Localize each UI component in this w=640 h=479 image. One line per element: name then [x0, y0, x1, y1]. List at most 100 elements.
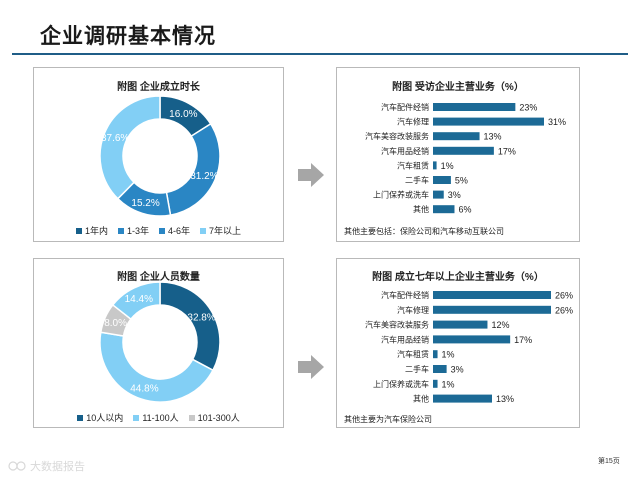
bar-value-label: 31%	[548, 117, 566, 127]
bar-category-label: 二手车	[405, 175, 429, 185]
legend-label: 10人以内	[86, 413, 124, 423]
seven-year-business-chart-title: 附图 成立七年以上企业主营业务（%）	[372, 272, 544, 283]
slice-label: 31.2%	[190, 171, 218, 182]
panel-staff: 附图 企业人员数量 32.8% 44.8% 8.0% 14.4% 10人以内 11-10…	[33, 258, 284, 428]
legend-item: 10人以内	[77, 411, 123, 424]
slice-label: 8.0%	[104, 318, 127, 329]
legend-label: 7年以上	[209, 226, 242, 236]
slice-label: 15.2%	[131, 198, 159, 209]
bar-category-label: 二手车	[405, 364, 429, 374]
bar-category-label: 汽车用品经销	[381, 146, 429, 156]
tenure-business-bar-chart: 汽车配件经销 23% 汽车修理 31% 汽车美容改装服务 13% 汽车用品经销 17% 汽车租赁…	[365, 102, 566, 215]
legend-item: 1年内	[75, 224, 108, 237]
tenure-donut-chart: 16.0% 31.2% 15.2% 37.6%	[99, 95, 221, 217]
panel-tenure: 附图 企业成立时长 16.0% 31.2% 15.2% 37.6% 1年内 1-3年 4-…	[33, 67, 284, 242]
bar-category-label: 汽车修理	[397, 117, 429, 127]
bar-value-label: 17%	[514, 335, 532, 345]
bar-category-label: 汽车美容改装服务	[365, 131, 429, 141]
bar-category-label: 汽车配件经销	[381, 290, 429, 300]
donut-slice	[99, 95, 161, 200]
tenure-legend: 1年内 1-3年 4-6年 7年以上	[34, 224, 283, 237]
slice-label: 16.0%	[169, 109, 197, 120]
bar-category-label: 其他	[413, 394, 429, 404]
bar	[433, 146, 494, 155]
legend-item: 4-6年	[159, 224, 190, 237]
bar	[433, 350, 438, 359]
bar-value-label: 3%	[448, 190, 461, 200]
legend-swatch	[77, 414, 84, 421]
bar-category-label: 上门保养或洗车	[373, 190, 429, 200]
watermark-text: 大数据报告	[30, 459, 85, 473]
bar-value-label: 5%	[455, 176, 468, 186]
seven-year-business-note: 其他主要为汽车保险公司	[344, 415, 432, 424]
donut-slice	[111, 281, 161, 321]
legend-swatch	[200, 227, 207, 234]
bar	[433, 394, 492, 403]
tenure-business-chart-title: 附图 受访企业主营业务（%）	[392, 82, 524, 93]
seven-year-business-bar-chart: 汽车配件经销 26% 汽车修理 26% 汽车美容改装服务 12% 汽车用品经销 17% 汽车租赁…	[365, 290, 573, 404]
legend-swatch	[133, 414, 140, 421]
bar-category-label: 汽车租赁	[397, 160, 429, 170]
legend-item: 101-300人	[188, 411, 240, 424]
arrow-right-icon	[298, 163, 324, 187]
bar-value-label: 6%	[458, 205, 471, 215]
bar	[433, 205, 455, 214]
legend-item: 1-3年	[117, 224, 149, 237]
watermark-logo: 大数据报告	[8, 459, 85, 473]
slice-label: 32.8%	[187, 313, 215, 324]
bar-category-label: 汽车修理	[397, 305, 429, 315]
staff-legend: 10人以内 11-100人 101-300人	[34, 411, 283, 424]
legend-swatch	[117, 227, 124, 234]
bar-value-label: 1%	[442, 350, 455, 360]
bar	[433, 305, 551, 314]
bar-category-label: 汽车美容改装服务	[365, 320, 429, 330]
donut-slice	[159, 281, 221, 372]
bar	[433, 161, 437, 170]
legend-label: 1-3年	[126, 226, 149, 236]
legend-label: 101-300人	[197, 413, 240, 423]
bar-value-label: 13%	[484, 132, 502, 142]
bar	[433, 176, 451, 184]
bar-value-label: 1%	[441, 161, 454, 171]
bar-category-label: 其他	[413, 204, 429, 214]
bar-category-label: 汽车用品经销	[381, 334, 429, 344]
panel-seven-year-business: 附图 成立七年以上企业主营业务（%） 汽车配件经销 26% 汽车修理 26% 汽车美容改…	[336, 258, 580, 428]
page-number: 第15页	[598, 458, 620, 465]
bar-value-label: 12%	[491, 320, 509, 330]
bar	[433, 320, 488, 329]
tenure-chart-title: 附图 企业成立时长	[117, 82, 200, 93]
bar-value-label: 17%	[498, 146, 516, 156]
staff-donut-chart: 32.8% 44.8% 8.0% 14.4%	[99, 281, 221, 403]
bar-category-label: 汽车租赁	[397, 349, 429, 359]
tenure-business-note: 其他主要包括：保险公司和汽车移动互联公司	[344, 227, 504, 236]
bar-category-label: 汽车配件经销	[381, 102, 429, 112]
legend-swatch	[75, 227, 82, 234]
bar	[433, 190, 444, 199]
arrow-right-icon	[298, 355, 324, 379]
bar	[433, 103, 516, 111]
donut-slice	[99, 331, 214, 403]
bar-value-label: 3%	[451, 365, 464, 375]
bar-value-label: 26%	[555, 305, 573, 315]
title-underline	[12, 53, 628, 55]
staff-chart-title: 附图 企业人员数量	[117, 272, 200, 283]
slice-label: 37.6%	[101, 133, 129, 144]
legend-label: 4-6年	[168, 226, 191, 236]
donut-slice	[165, 122, 221, 216]
bar-value-label: 13%	[496, 394, 514, 404]
legend-item: 11-100人	[133, 411, 179, 424]
bar-category-label: 上门保养或洗车	[373, 379, 429, 389]
slice-label: 14.4%	[125, 294, 153, 305]
bar	[433, 132, 480, 141]
bar	[433, 291, 551, 299]
bar-value-label: 1%	[442, 379, 455, 389]
legend-swatch	[188, 414, 195, 421]
page-title: 企业调研基本情况	[40, 25, 216, 48]
legend-label: 1年内	[84, 226, 108, 236]
bar	[433, 117, 544, 126]
bar	[433, 379, 438, 388]
legend-swatch	[159, 227, 165, 234]
bar	[433, 335, 511, 344]
panel-tenure-business: 附图 受访企业主营业务（%） 汽车配件经销 23% 汽车修理 31% 汽车美容改装服务 1…	[336, 67, 580, 242]
bar-value-label: 23%	[519, 103, 537, 113]
